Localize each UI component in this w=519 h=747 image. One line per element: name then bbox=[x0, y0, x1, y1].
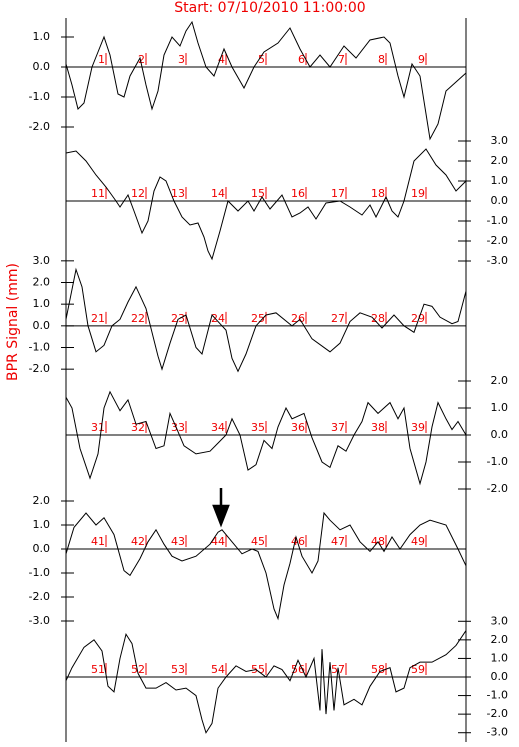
day-marker-label: 55 bbox=[251, 663, 265, 676]
day-marker-label: 42 bbox=[131, 535, 145, 548]
y-tick-label: 2.0 bbox=[491, 154, 509, 167]
signal-line bbox=[65, 148, 467, 261]
y-tick-label: -1.0 bbox=[487, 455, 508, 468]
day-marker-label: 47 bbox=[331, 535, 345, 548]
day-marker-label: 16 bbox=[291, 187, 305, 200]
y-tick-label: -2.0 bbox=[29, 590, 50, 603]
day-marker-label: 35 bbox=[251, 421, 265, 434]
y-tick-label: 2.0 bbox=[491, 633, 509, 646]
y-tick-label: -2.0 bbox=[29, 362, 50, 375]
y-tick-label: 0.0 bbox=[33, 542, 51, 555]
day-marker-label: 2 bbox=[138, 53, 145, 66]
day-marker-label: 18 bbox=[371, 187, 385, 200]
y-tick-label: -2.0 bbox=[29, 120, 50, 133]
day-marker-label: 54 bbox=[211, 663, 225, 676]
signal-line bbox=[65, 390, 467, 486]
y-tick-label: -1.0 bbox=[487, 214, 508, 227]
day-marker-label: 46 bbox=[291, 535, 305, 548]
y-tick-label: 2.0 bbox=[33, 276, 51, 289]
day-marker-label: 43 bbox=[171, 535, 185, 548]
day-marker-label: 37 bbox=[331, 421, 345, 434]
day-marker-label: 9 bbox=[418, 53, 425, 66]
signal-line bbox=[65, 20, 467, 141]
day-marker-label: 22 bbox=[131, 312, 145, 325]
y-tick-label: 1.0 bbox=[491, 174, 509, 187]
day-marker-label: 39 bbox=[411, 421, 425, 434]
day-marker-label: 52 bbox=[131, 663, 145, 676]
y-tick-label: 3.0 bbox=[491, 614, 509, 627]
day-marker-label: 13 bbox=[171, 187, 185, 200]
y-tick-label: -2.0 bbox=[487, 707, 508, 720]
chart-title: Start: 07/10/2010 11:00:00 bbox=[174, 0, 365, 16]
y-tick-label: 0.0 bbox=[491, 670, 509, 683]
y-tick-label: -2.0 bbox=[487, 482, 508, 495]
day-marker-label: 45 bbox=[251, 535, 265, 548]
day-marker-label: 44 bbox=[211, 535, 225, 548]
day-marker-label: 25 bbox=[251, 312, 265, 325]
y-tick-label: -1.0 bbox=[487, 689, 508, 702]
y-tick-label: 1.0 bbox=[33, 297, 51, 310]
y-tick-label: 3.0 bbox=[491, 134, 509, 147]
day-marker-label: 7 bbox=[338, 53, 345, 66]
day-marker-label: 21 bbox=[91, 312, 105, 325]
y-tick-label: 2.0 bbox=[491, 374, 509, 387]
y-tick-label: -1.0 bbox=[29, 341, 50, 354]
y-tick-label: 1.0 bbox=[491, 401, 509, 414]
y-tick-label: 0.0 bbox=[33, 319, 51, 332]
day-marker-label: 59 bbox=[411, 663, 425, 676]
day-marker-label: 36 bbox=[291, 421, 305, 434]
y-tick-label: 1.0 bbox=[33, 518, 51, 531]
signal-line bbox=[65, 267, 467, 373]
day-marker-label: 11 bbox=[91, 187, 105, 200]
day-marker-label: 6 bbox=[298, 53, 305, 66]
day-marker-label: 15 bbox=[251, 187, 265, 200]
y-tick-label: -3.0 bbox=[29, 614, 50, 627]
annotation-arrow bbox=[212, 488, 230, 528]
day-marker-label: 29 bbox=[411, 312, 425, 325]
signal-line bbox=[65, 630, 467, 734]
y-tick-label: 0.0 bbox=[33, 60, 51, 73]
day-marker-label: 26 bbox=[291, 312, 305, 325]
day-marker-label: 41 bbox=[91, 535, 105, 548]
day-marker-label: 4 bbox=[218, 53, 225, 66]
day-marker-label: 24 bbox=[211, 312, 225, 325]
y-tick-label: -3.0 bbox=[487, 726, 508, 739]
day-marker-label: 31 bbox=[91, 421, 105, 434]
day-marker-label: 56 bbox=[291, 663, 305, 676]
day-marker-label: 23 bbox=[171, 312, 185, 325]
day-marker-label: 14 bbox=[211, 187, 225, 200]
y-tick-label: -2.0 bbox=[487, 234, 508, 247]
y-tick-label: 2.0 bbox=[33, 494, 51, 507]
day-marker-label: 3 bbox=[178, 53, 185, 66]
day-marker-label: 8 bbox=[378, 53, 385, 66]
signal-line bbox=[65, 511, 467, 621]
day-marker-label: 5 bbox=[258, 53, 265, 66]
y-tick-label: 0.0 bbox=[491, 194, 509, 207]
y-tick-label: -1.0 bbox=[29, 90, 50, 103]
day-marker-label: 49 bbox=[411, 535, 425, 548]
day-marker-label: 32 bbox=[131, 421, 145, 434]
day-marker-label: 19 bbox=[411, 187, 425, 200]
day-marker-label: 12 bbox=[131, 187, 145, 200]
y-tick-label: -1.0 bbox=[29, 566, 50, 579]
day-marker-label: 58 bbox=[371, 663, 385, 676]
y-tick-label: 1.0 bbox=[491, 651, 509, 664]
day-marker-label: 28 bbox=[371, 312, 385, 325]
day-marker-label: 38 bbox=[371, 421, 385, 434]
day-marker-label: 51 bbox=[91, 663, 105, 676]
day-marker-label: 27 bbox=[331, 312, 345, 325]
y-tick-label: 1.0 bbox=[33, 30, 51, 43]
y-tick-label: 3.0 bbox=[33, 254, 51, 267]
day-marker-label: 53 bbox=[171, 663, 185, 676]
day-marker-label: 1 bbox=[98, 53, 105, 66]
y-axis-label: BPR Signal (mm) bbox=[5, 263, 21, 381]
y-tick-label: 0.0 bbox=[491, 428, 509, 441]
y-tick-label: -3.0 bbox=[487, 254, 508, 267]
day-marker-label: 34 bbox=[211, 421, 225, 434]
day-marker-label: 17 bbox=[331, 187, 345, 200]
